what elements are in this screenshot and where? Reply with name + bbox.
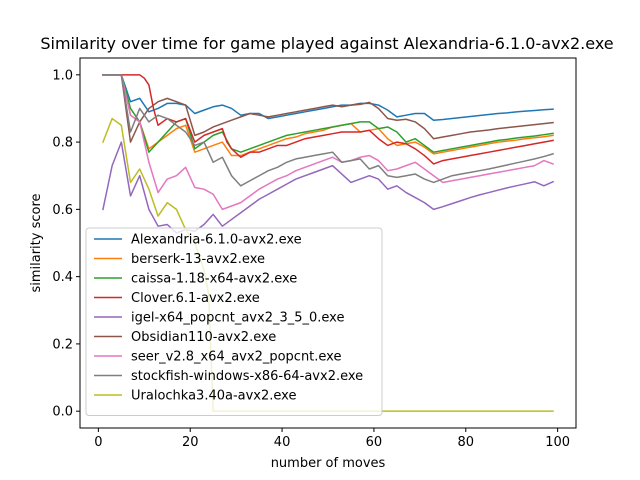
x-axis-title: number of moves: [271, 456, 386, 471]
x-tick-label: 60: [366, 435, 383, 450]
x-tick-label: 40: [274, 435, 291, 450]
legend-label-0: Alexandria-6.1.0-avx2.exe: [131, 233, 302, 248]
legend-label-4: igel-x64_popcnt_avx2_3_5_0.exe: [131, 311, 344, 326]
legend-label-8: Uralochka3.40a-avx2.exe: [131, 389, 296, 404]
x-axis: 0 20 40 60 80 100: [94, 428, 570, 450]
x-tick-label: 80: [458, 435, 475, 450]
y-tick-label: 0.4: [52, 270, 73, 285]
series-line-0: [102, 74, 554, 121]
y-tick-label: 0.6: [52, 203, 73, 218]
y-tick-label: 0.0: [52, 405, 73, 420]
y-axis: 0.0 0.2 0.4 0.6 0.8 1.0: [52, 68, 80, 420]
legend-label-5: Obsidian110-avx2.exe: [131, 330, 276, 345]
series-group: [101, 74, 555, 412]
axes-frame: [79, 57, 577, 429]
y-axis-title: similarity score: [29, 193, 44, 292]
legend-label-1: berserk-13-avx2.exe: [131, 252, 265, 267]
series-line-7: [102, 74, 554, 187]
legend-label-7: stockfish-windows-x86-64-avx2.exe: [131, 369, 363, 384]
x-tick-label: 20: [182, 435, 199, 450]
x-tick-label: 100: [545, 435, 570, 450]
y-tick-label: 1.0: [52, 68, 73, 83]
chart-title: Similarity over time for game played aga…: [40, 34, 613, 53]
legend-label-3: Clover.6.1-avx2.exe: [131, 291, 260, 306]
series-line-3: [102, 74, 554, 165]
legend-label-2: caissa-1.18-x64-avx2.exe: [131, 272, 297, 287]
plot-frame: [79, 57, 577, 429]
y-tick-label: 0.2: [52, 337, 73, 352]
legend: Alexandria-6.1.0-avx2.exe berserk-13-avx2…: [85, 227, 383, 416]
series-line-6: [102, 74, 555, 211]
series-line-1: [102, 74, 554, 157]
legend-box: [85, 227, 383, 416]
y-tick-label: 0.8: [52, 136, 73, 151]
series-line-5: [102, 74, 554, 143]
x-tick-label: 0: [94, 435, 102, 450]
legend-label-6: seer_v2.8_x64_avx2_popcnt.exe: [131, 350, 341, 365]
